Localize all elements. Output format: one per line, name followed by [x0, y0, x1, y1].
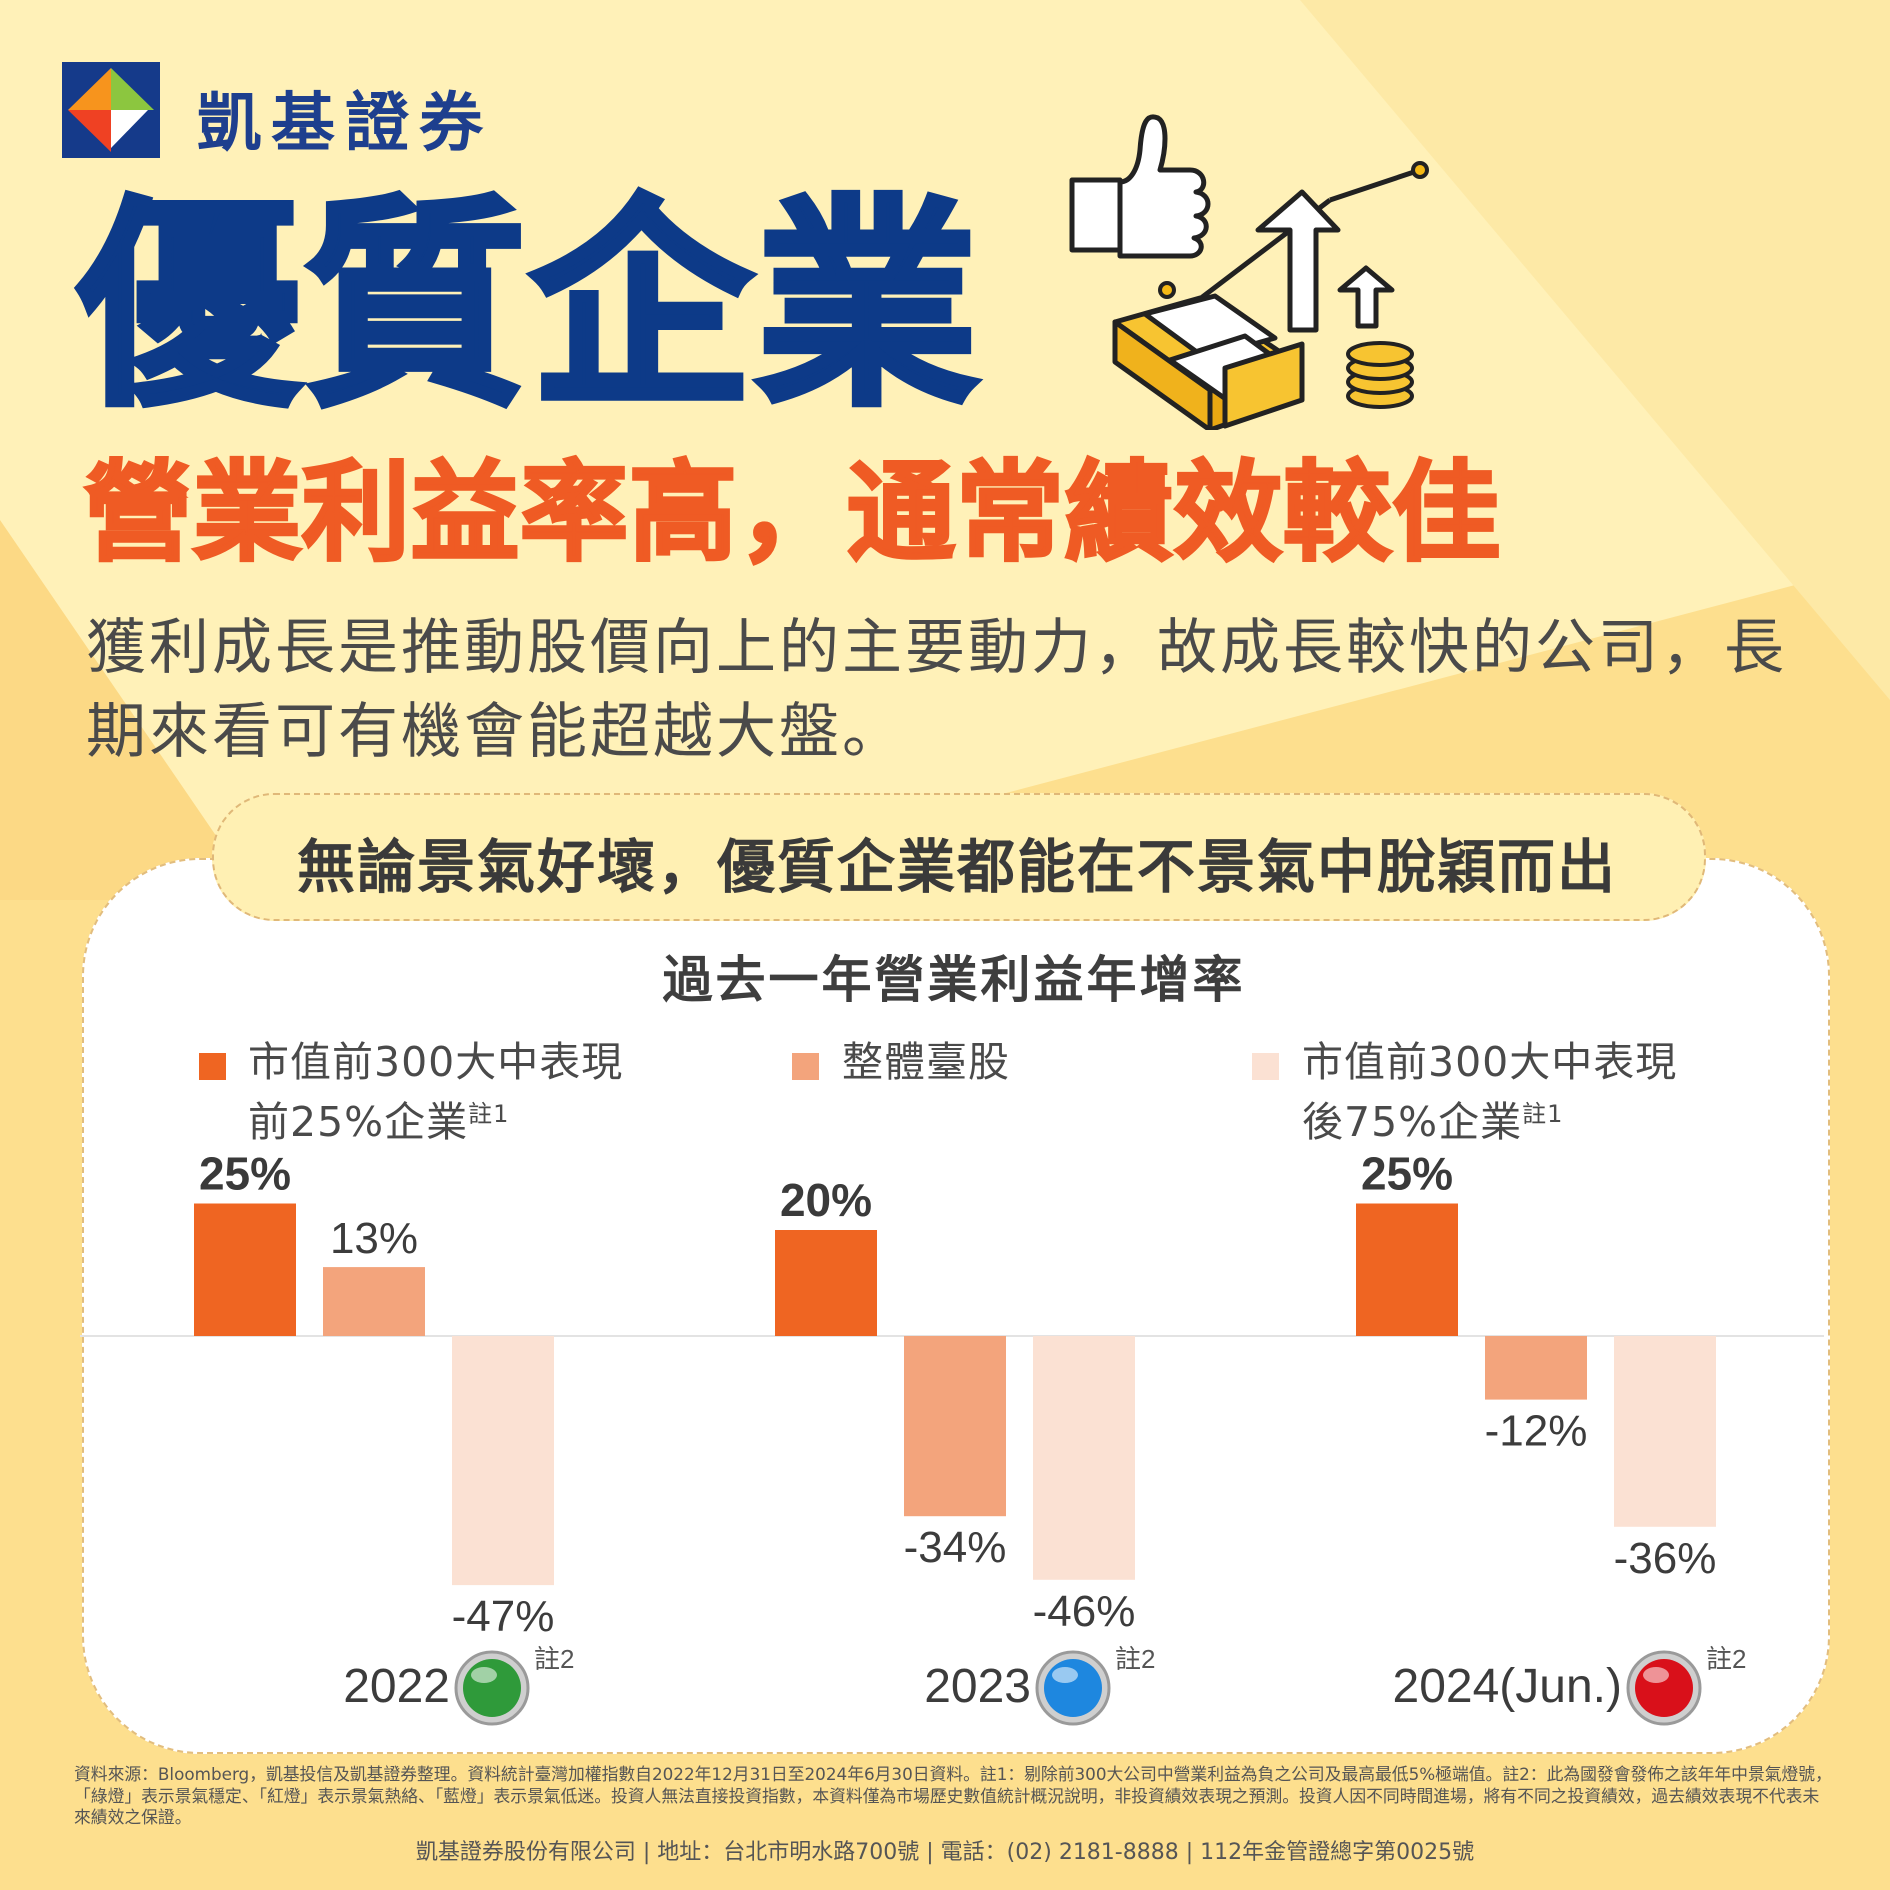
category-label-2024(Jun.): 2024(Jun.) [1393, 1660, 1622, 1713]
legend-label-bottom75-text: 市值前300大中表現後75%企業 [1302, 1038, 1678, 1146]
data-label-2024(Jun.)-series1: 25% [1361, 1148, 1453, 1200]
red-light-highlight-icon [1643, 1667, 1669, 1683]
footer-source-note: 資料來源：Bloomberg，凱基投信及凱基證券整理。資料統計臺灣加權指數自20… [74, 1764, 1832, 1827]
blue-light-highlight-icon [1052, 1667, 1078, 1683]
bar-2023-series2 [904, 1336, 1006, 1517]
green-light-highlight-icon [471, 1667, 497, 1683]
data-label-2023-series1: 20% [780, 1174, 872, 1226]
chart-title: 過去一年營業利益年增率 [662, 951, 1246, 1009]
legend-label-top25-text: 市值前300大中表現前25%企業 [248, 1038, 624, 1146]
subheadline: 營業利益率高，通常績效較佳 [82, 451, 1502, 576]
bar-2024(Jun.)-series3 [1614, 1336, 1716, 1527]
category-label-2023: 2023 [924, 1660, 1031, 1713]
red-light-icon [1635, 1659, 1693, 1717]
legend-swatch-bottom75 [1252, 1053, 1279, 1080]
chart-card [82, 858, 1830, 1754]
category-label-2022: 2022 [343, 1660, 450, 1713]
footer-company-line: 凱基證券股份有限公司 | 地址：台北市明水路700號 | 電話：(02) 218… [415, 1840, 1475, 1865]
data-label-2023-series2: -34% [904, 1523, 1007, 1572]
bar-2022-series1 [194, 1203, 296, 1336]
bar-2022-series3 [452, 1336, 554, 1586]
data-label-2024(Jun.)-series2: -12% [1485, 1407, 1588, 1456]
headline: 優質企業 [75, 178, 982, 436]
legend-label-overall: 整體臺股 [842, 1038, 1010, 1086]
bar-2022-series2 [323, 1267, 425, 1336]
legend-label-bottom75: 市值前300大中表現後75%企業註1 [1302, 1036, 1702, 1148]
bar-2023-series3 [1033, 1336, 1135, 1580]
data-label-2022-series3: -47% [452, 1592, 555, 1641]
category-note-2023: 註2 [1115, 1644, 1155, 1674]
legend-note-bottom75: 註1 [1522, 1100, 1564, 1128]
banner-pill [212, 793, 1706, 921]
bar-2024(Jun.)-series1 [1356, 1203, 1458, 1336]
legend-note-top25: 註1 [468, 1100, 510, 1128]
category-note-2024(Jun.): 註2 [1706, 1644, 1746, 1674]
data-label-2024(Jun.)-series3: -36% [1614, 1534, 1717, 1583]
data-label-2022-series1: 25% [199, 1148, 291, 1200]
data-label-2022-series2: 13% [330, 1214, 418, 1263]
money-growth-illustration-icon [1069, 114, 1429, 430]
legend-swatch-overall [792, 1053, 819, 1080]
description: 獲利成長是推動股價向上的主要動力，故成長較快的公司，長期來看可有機會能超越大盤。 [86, 613, 1787, 767]
brand-logo-icon [62, 62, 160, 158]
bar-2024(Jun.)-series2 [1485, 1336, 1587, 1400]
blue-light-icon [1044, 1659, 1102, 1717]
data-label-2023-series3: -46% [1033, 1587, 1136, 1636]
bar-chart: 25% 13% -47%2022 註2 20% -34% -46%2023 註2 25% -12%… [80, 1148, 1824, 1726]
bar-2023-series1 [775, 1230, 877, 1336]
category-note-2022: 註2 [534, 1644, 574, 1674]
legend-swatch-top25 [199, 1053, 226, 1080]
green-light-icon [463, 1659, 521, 1717]
legend-label-top25: 市值前300大中表現前25%企業註1 [248, 1036, 648, 1148]
banner-text: 無論景氣好壞，優質企業都能在不景氣中脫穎而出 [296, 833, 1617, 901]
brand-name: 凱基證券 [197, 87, 493, 161]
